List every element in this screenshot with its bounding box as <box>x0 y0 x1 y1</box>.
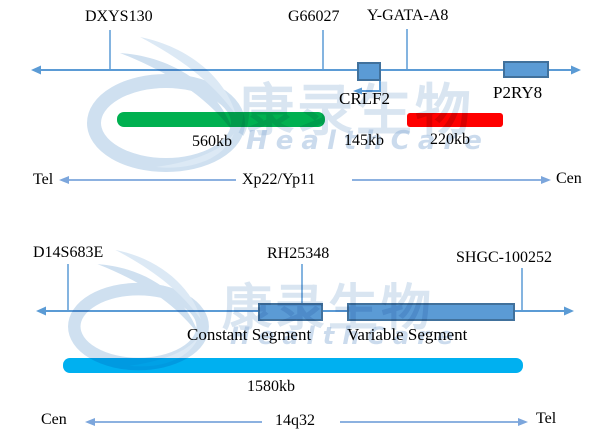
top-axis-label-tel: Tel <box>33 171 54 188</box>
crlf2-direction-arrow <box>358 80 381 92</box>
size-label-145kb: 145kb <box>344 132 384 149</box>
crlf2-arrowhead <box>353 87 362 95</box>
marker-label-rh25348: RH25348 <box>267 245 330 262</box>
gene-label-p2ry8: P2RY8 <box>493 83 543 102</box>
segment-label-constant: Constant Segment <box>187 325 312 344</box>
size-label-560kb: 560kb <box>192 133 232 150</box>
segment-label-variable: Variable Segment <box>347 325 468 344</box>
probe-bar-220kb <box>407 113 503 127</box>
marker-label-g66027: G66027 <box>288 8 340 25</box>
top-line-left-arrowhead <box>31 65 41 75</box>
gene-label-crlf2: CRLF2 <box>339 89 391 108</box>
p2ry8-gene-box <box>503 61 549 78</box>
bottom-line-right-arrowhead <box>564 306 574 316</box>
bottom-axis-label-region: 14q32 <box>275 412 315 429</box>
top-axis-label-cen: Cen <box>556 170 582 187</box>
constant-segment-box <box>258 303 323 321</box>
crlf2-gene-box <box>357 62 381 81</box>
variable-segment-box <box>347 303 515 321</box>
marker-label-dxys130: DXYS130 <box>85 8 153 25</box>
marker-label-shgc-100252: SHGC-100252 <box>456 249 553 266</box>
bottom-axis-label-tel: Tel <box>536 410 557 427</box>
marker-label-y-gata-a8: Y-GATA-A8 <box>367 7 449 24</box>
marker-label-d14s683e: D14S683E <box>33 244 104 261</box>
size-label-220kb: 220kb <box>430 131 470 148</box>
top-line-right-arrowhead <box>571 65 581 75</box>
top-axis-right-arrowhead <box>541 176 551 184</box>
bottom-axis-right-arrowhead <box>518 418 528 426</box>
bottom-line-left-arrowhead <box>36 306 46 316</box>
size-label-1580kb: 1580kb <box>247 378 295 395</box>
bottom-axis-left-arrowhead <box>85 418 95 426</box>
top-axis-label-region: Xp22/Yp11 <box>242 171 316 188</box>
top-axis-left-arrowhead <box>59 176 69 184</box>
bottom-axis-label-cen: Cen <box>41 411 67 428</box>
